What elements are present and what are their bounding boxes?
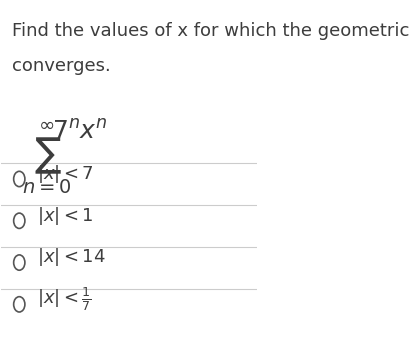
Text: $|x| < 7$: $|x| < 7$ — [37, 163, 94, 185]
Text: $7^n x^n$: $7^n x^n$ — [52, 120, 108, 144]
Text: $|x| < 1$: $|x| < 1$ — [37, 205, 94, 226]
Text: Find the values of x for which the geometric series: Find the values of x for which the geome… — [11, 22, 409, 40]
Text: $|x| < 14$: $|x| < 14$ — [37, 246, 106, 268]
Text: converges.: converges. — [11, 57, 110, 75]
Text: $\sum_{n=0}^{\infty}$: $\sum_{n=0}^{\infty}$ — [22, 120, 71, 196]
Text: $|x| < \frac{1}{7}$: $|x| < \frac{1}{7}$ — [37, 285, 92, 313]
